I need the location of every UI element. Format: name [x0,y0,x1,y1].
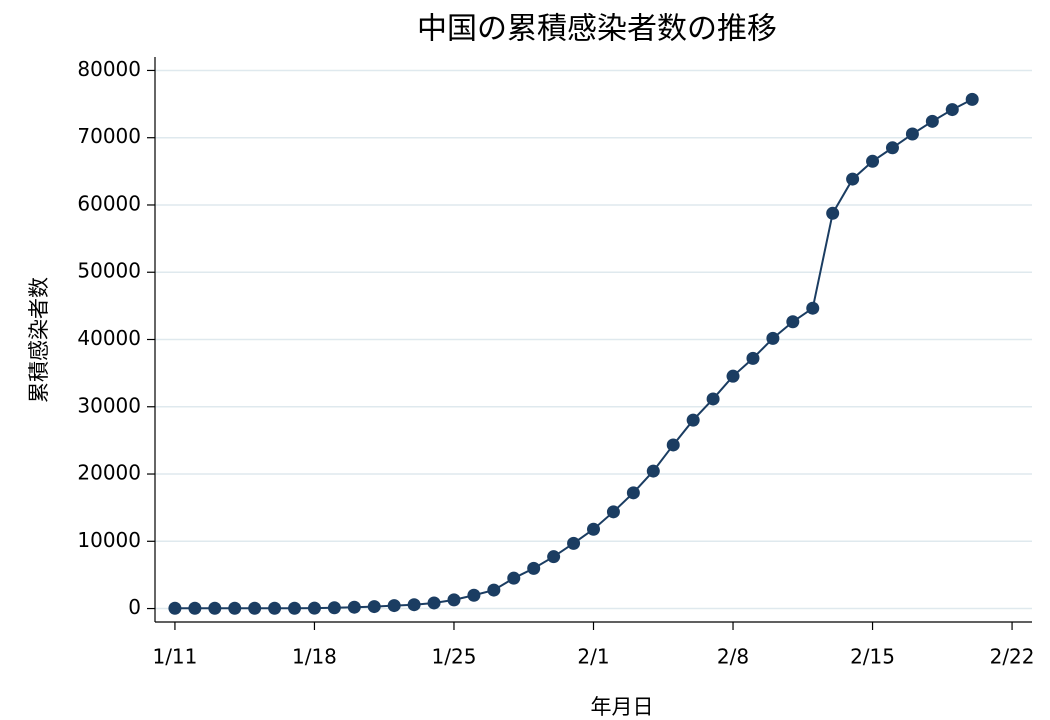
data-point [885,141,899,155]
y-tick-label: 50000 [77,259,141,283]
data-point [347,600,361,614]
data-point [626,486,640,500]
data-point [606,505,620,519]
y-tick-label: 40000 [77,326,141,350]
data-point [507,571,521,585]
x-tick-label: 1/11 [152,645,197,669]
y-tick-label: 10000 [77,528,141,552]
x-tick-label: 1/18 [292,645,337,669]
data-point [766,331,780,345]
y-tick-label: 0 [128,595,141,619]
data-point [587,522,600,536]
data-point [327,601,341,615]
data-point [806,301,820,315]
data-point [846,172,860,186]
data-point [407,598,421,612]
data-point [487,583,501,597]
y-tick-label: 20000 [77,461,141,485]
x-tick-label: 1/25 [432,645,477,669]
data-point [168,601,182,615]
data-point [248,601,262,615]
x-tick-label: 2/15 [850,645,895,669]
data-point [786,315,800,329]
data-point [706,392,720,406]
data-point [467,588,481,602]
x-tick-label: 2/8 [717,645,749,669]
y-tick-label: 30000 [77,393,141,417]
data-point [268,601,282,615]
data-point [307,601,321,615]
data-point [686,413,700,427]
y-axis-label: 累積感染者数 [27,277,51,403]
data-point [826,206,840,220]
data-point [965,92,979,106]
y-tick-label: 70000 [77,124,141,148]
data-point [208,601,222,615]
x-tick-label: 2/1 [577,645,609,669]
data-point [925,114,939,128]
data-point [228,601,242,615]
data-point [666,438,680,452]
chart-title: 中国の累積感染者数の推移 [417,12,777,47]
data-point [427,596,441,610]
data-point [288,601,302,615]
data-point [945,103,959,117]
data-point [746,351,760,365]
data-point [726,369,740,383]
y-tick-label: 60000 [77,191,141,215]
data-point [866,154,880,168]
y-tick-label: 80000 [77,57,141,81]
data-point [905,127,919,141]
x-tick-label: 2/22 [990,645,1035,669]
data-point [527,561,541,575]
x-axis-label: 年月日 [591,695,654,719]
data-point [567,536,581,550]
data-point [387,599,401,613]
data-point [646,464,660,478]
data-point [188,601,202,615]
data-point [447,593,461,607]
data-point [367,600,381,614]
data-point [547,550,561,564]
